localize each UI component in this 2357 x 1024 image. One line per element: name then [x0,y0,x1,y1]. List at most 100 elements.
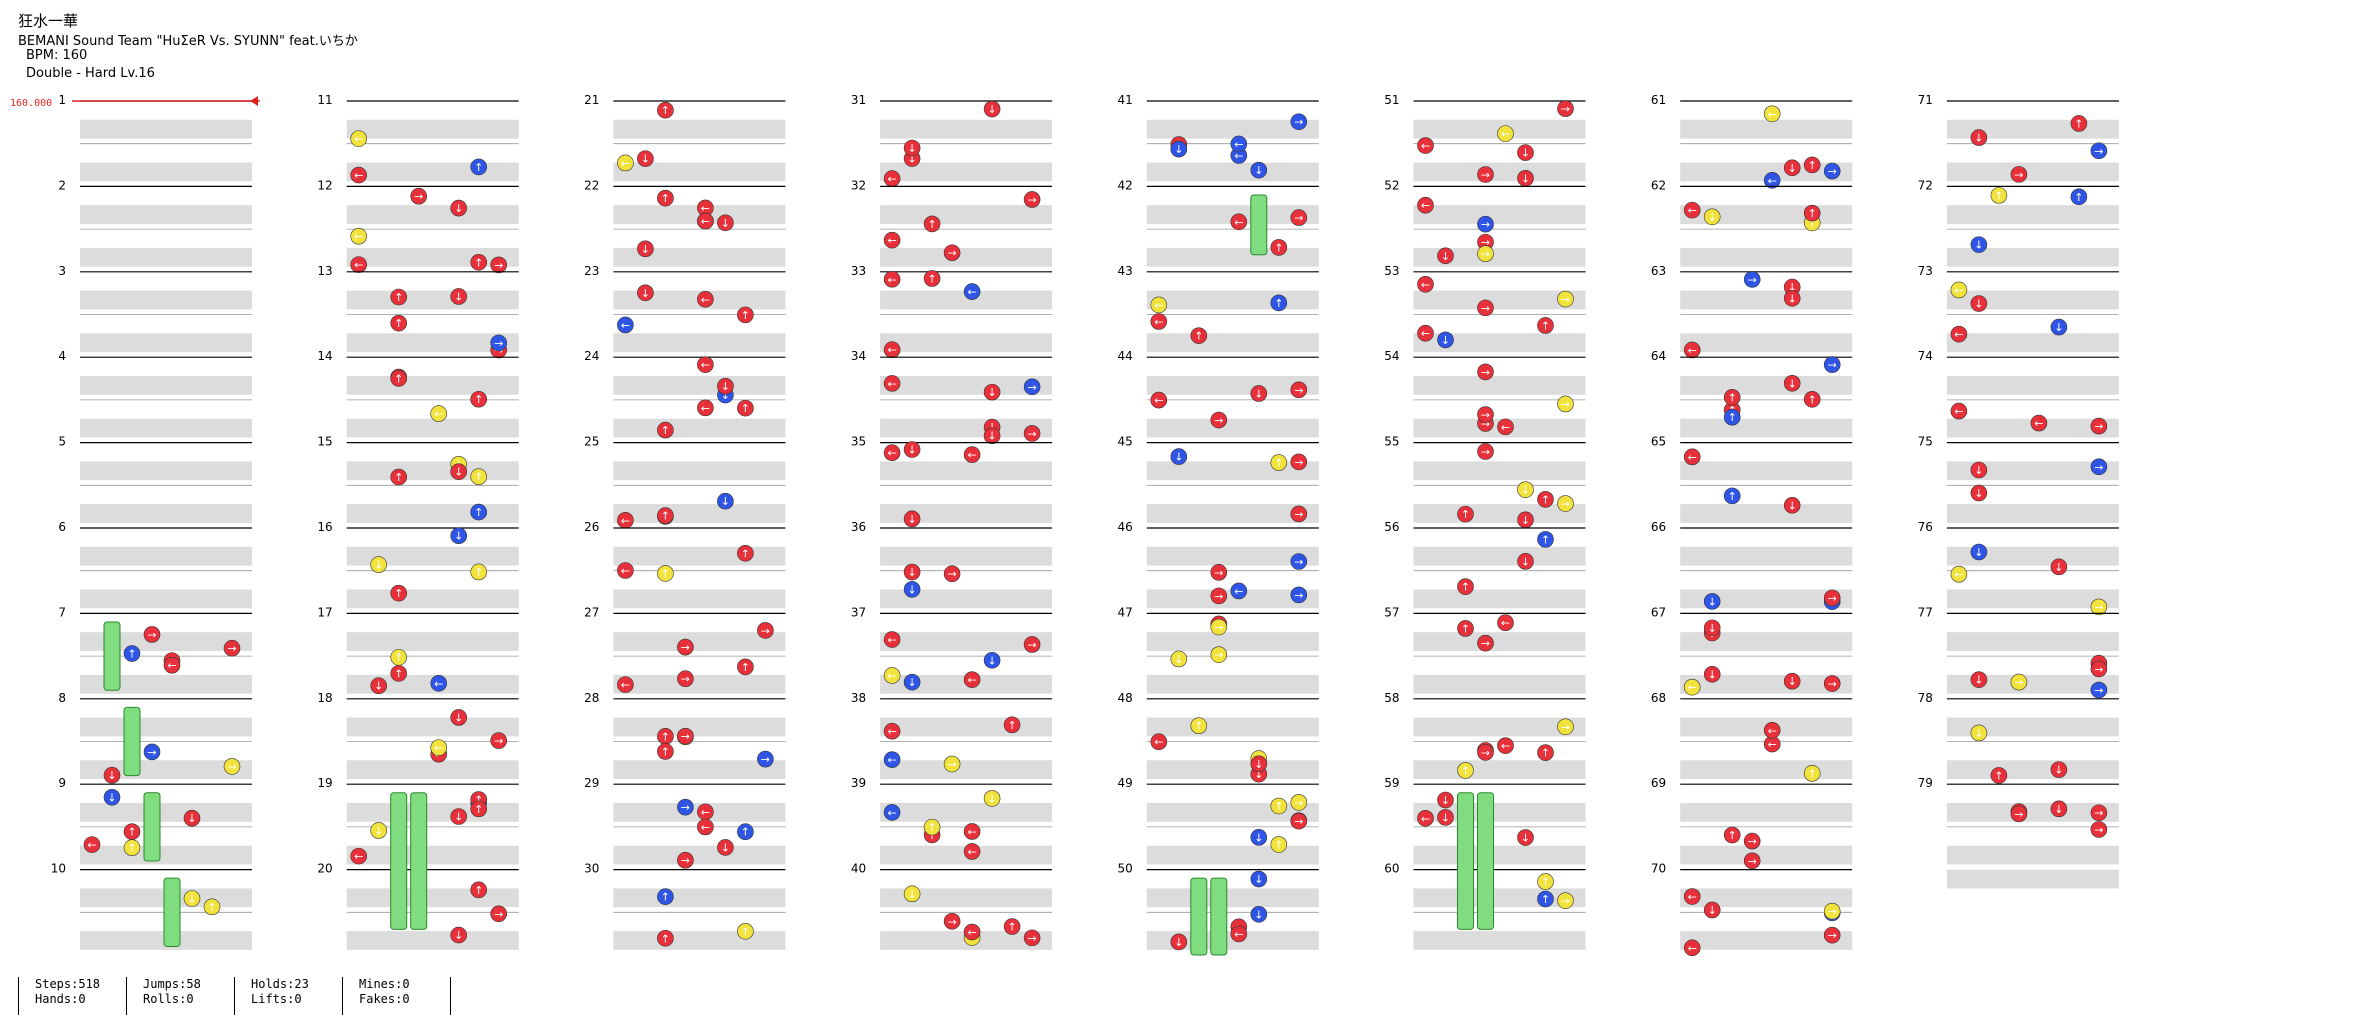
steps-count: Steps:518 [35,977,101,991]
step-arrow [1683,341,1701,359]
beat-band [1680,247,1853,267]
measure-number: 26 [584,520,599,534]
arrow-glyph: ← [621,679,630,692]
step-arrow [390,584,408,602]
arrow-glyph: ↓ [1708,622,1717,635]
arrow-glyph: ↑ [927,821,936,834]
step-arrow [1537,317,1554,334]
arrow-glyph: ↓ [187,812,196,825]
step-arrow [490,732,508,749]
arrow-glyph: ← [434,742,443,755]
step-arrow [1683,448,1701,466]
step-arrow [657,189,674,207]
beat-band [613,461,786,481]
arrow-glyph: ← [1234,928,1243,941]
beat-band [613,546,786,566]
measure-number: 31 [851,93,866,107]
beat-band [880,589,1053,609]
arrow-glyph: ← [1688,891,1697,904]
arrow-glyph: ↓ [907,888,916,901]
arrow-glyph: ← [887,754,896,767]
beat-band [1413,205,1586,224]
arrow-glyph: ↓ [987,654,996,667]
measure-number: 3 [58,264,66,278]
beat-band [1946,247,2119,267]
step-arrow [2090,804,2108,822]
beat-band [1146,162,1319,182]
measure-number: 56 [1384,520,1399,534]
measure-number: 37 [851,605,866,619]
beat-band [1946,845,2119,865]
beat-band [80,546,252,566]
arrow-glyph: ↑ [661,932,670,945]
arrow-glyph: ↑ [394,667,403,680]
arrow-glyph: → [1828,678,1837,691]
step-arrow [1990,767,2008,784]
measure-number: 4 [58,349,66,363]
arrow-glyph: ← [434,677,443,690]
arrow-glyph: ↑ [741,309,750,322]
step-arrow [1417,809,1434,827]
arrow-glyph: → [947,758,956,771]
beat-band [1413,845,1586,865]
hold-body [1477,792,1494,930]
beat-band [1680,418,1853,438]
arrow-glyph: → [1481,236,1490,249]
hold-body [1457,792,1474,930]
arrow-glyph: → [1561,398,1570,411]
arrow-glyph: → [947,915,956,928]
beat-band [1413,760,1586,780]
step-arrow [903,139,921,157]
arrow-glyph: ↑ [1274,297,1283,310]
arrow-glyph: ↓ [907,153,916,166]
step-arrow [1703,619,1721,637]
step-arrow [1783,672,1801,690]
measure-number: 7 [58,605,66,619]
beat-band [880,333,1053,353]
beat-band [80,802,252,822]
arrow-glyph: → [494,908,503,921]
arrow-glyph: ↓ [374,824,383,837]
arrow-glyph: → [947,568,956,581]
arrow-glyph: → [494,337,503,350]
arrow-glyph: ↓ [1974,464,1983,477]
step-arrow [1970,484,1988,502]
arrow-glyph: → [1214,414,1223,427]
measure-number: 17 [317,605,332,619]
arrow-glyph: ↑ [1541,533,1550,546]
arrow-glyph: ↓ [1708,904,1717,917]
step-arrow [223,758,241,775]
beat-band [1413,546,1586,566]
arrow-glyph: ↓ [1441,794,1450,807]
arrow-glyph: ↓ [907,142,916,155]
step-arrow [1003,918,1021,935]
step-arrow [757,750,774,768]
arrow-glyph: ↓ [1521,514,1530,527]
arrow-glyph: ↓ [1254,831,1263,844]
beat-band [1146,845,1319,865]
measure-number: 50 [1118,862,1133,876]
step-arrow [1497,737,1514,754]
step-arrow [1477,744,1494,761]
measure-number: 49 [1118,776,1133,790]
step-arrow [657,565,674,582]
arrow-glyph: ← [354,133,363,146]
beat-band [1146,333,1319,353]
arrow-glyph: ↑ [127,842,136,855]
beat-band [80,461,252,481]
step-arrow [1517,553,1534,570]
step-arrow [2050,558,2068,576]
step-arrow [983,427,1001,445]
step-arrow [657,743,674,760]
step-arrow [1823,356,1841,373]
arrow-glyph: → [1294,815,1303,828]
step-arrow [1437,247,1454,265]
arrow-glyph: ← [1234,150,1243,163]
step-arrow [1970,295,1988,312]
arrow-glyph: ↓ [374,680,383,693]
beat-band [346,546,519,566]
arrow-glyph: ↓ [721,841,730,854]
arrow-glyph: ↑ [1274,839,1283,852]
beat-band [1946,760,2119,780]
measure-number: 69 [1651,776,1666,790]
